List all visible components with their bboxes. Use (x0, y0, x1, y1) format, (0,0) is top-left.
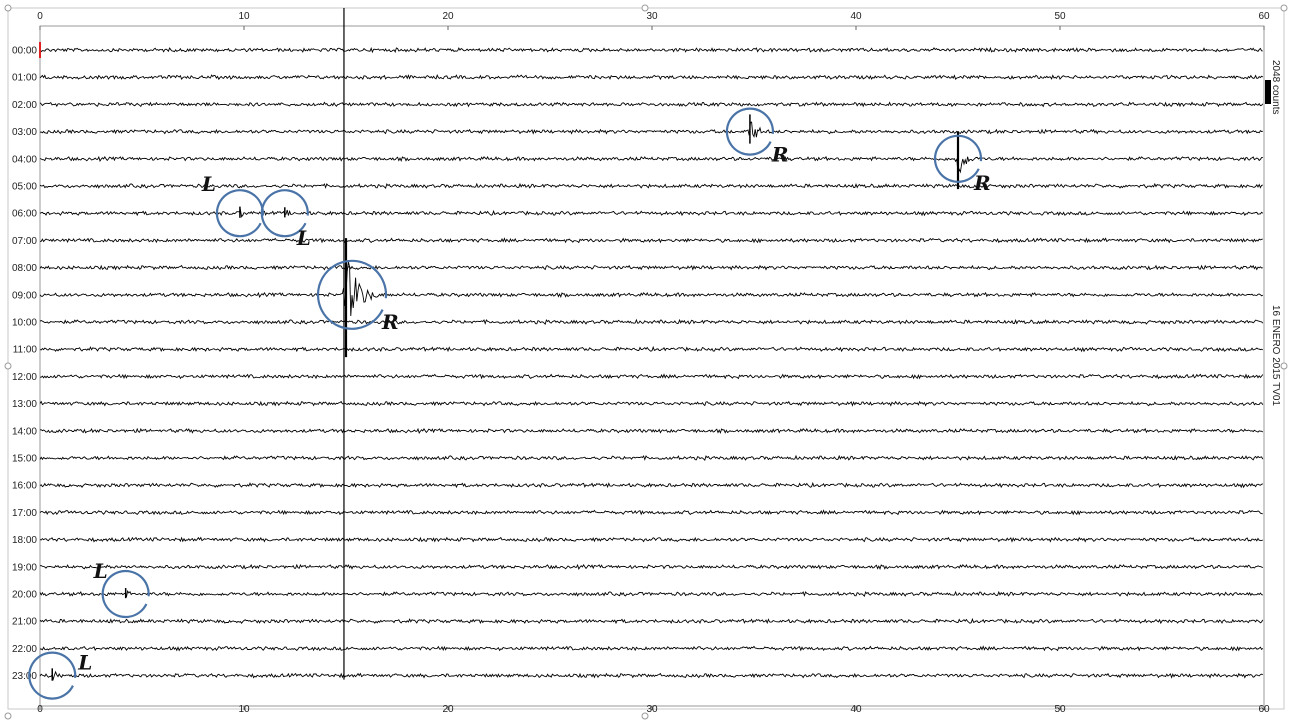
event-label: L (77, 651, 92, 675)
hour-label: 22:00 (12, 644, 37, 655)
event-label: R (771, 143, 789, 167)
hour-label: 21:00 (12, 617, 37, 628)
trace-line (39, 101, 1264, 108)
hour-label: 13:00 (12, 399, 37, 410)
x-axis: 00101020203030404050506060 (37, 11, 1270, 715)
event-circle (316, 259, 388, 330)
x-tick-label-top: 30 (646, 11, 658, 22)
event-label: L (201, 172, 216, 196)
event-circle (260, 189, 309, 238)
trace-line (39, 264, 1263, 271)
trace-line (39, 261, 1264, 317)
scale-label: 2048 counts (1270, 60, 1281, 115)
x-tick-label-top: 20 (442, 11, 454, 22)
hour-label: 00:00 (12, 46, 37, 57)
station-label: 16 ENERO 2015 TV01 (1270, 305, 1281, 406)
resize-handle-right[interactable] (1280, 362, 1288, 370)
hour-label: 01:00 (12, 73, 37, 84)
plot-area-border (39, 25, 1265, 707)
trace-line (39, 237, 1263, 244)
trace-line (39, 427, 1264, 435)
event-circle (933, 134, 983, 183)
hour-label: 03:00 (12, 127, 37, 138)
y-axis-hour-labels: 00:00 01:00 02:00 03:00 04:00 05:00 06:00 07:00… (12, 46, 37, 683)
resize-handle-top-left[interactable] (4, 4, 12, 12)
hour-label: 06:00 (12, 209, 37, 220)
event-circle (28, 651, 77, 700)
trace-line (39, 182, 1263, 189)
hour-label: 15:00 (12, 454, 37, 465)
event-label: R (381, 310, 399, 334)
trace-line (39, 46, 1263, 54)
trace-line (40, 645, 1264, 652)
trace-line (39, 208, 1264, 218)
trace-line (39, 481, 1263, 489)
x-tick-label-top: 0 (37, 11, 43, 22)
hour-label: 09:00 (12, 290, 37, 301)
trace-line (39, 155, 1263, 174)
trace-line (39, 509, 1263, 516)
trace-line (39, 617, 1264, 625)
trace-line (39, 454, 1264, 461)
hour-label: 18:00 (12, 535, 37, 546)
hour-label: 10:00 (12, 318, 37, 329)
trace-line (39, 400, 1264, 407)
event-label: R (973, 171, 991, 195)
hour-label: 20:00 (12, 590, 37, 601)
event-label: L (93, 559, 108, 583)
x-tick-label-top: 40 (850, 11, 862, 22)
scale-bar (1265, 80, 1271, 104)
hour-label: 11:00 (13, 345, 38, 356)
resize-handle-bottom-left[interactable] (4, 712, 12, 720)
resize-handle-bottom[interactable] (641, 712, 649, 720)
trace-line (39, 536, 1263, 543)
event-circle (725, 107, 774, 156)
x-tick-label-top: 50 (1054, 11, 1066, 22)
trace-group (39, 8, 1264, 681)
resize-handle-top[interactable] (641, 4, 649, 12)
resize-handles[interactable] (4, 4, 1288, 720)
hour-label: 08:00 (12, 263, 37, 274)
plot-frame (7, 7, 1285, 710)
hour-label: 19:00 (12, 562, 37, 573)
trace-line (39, 318, 1264, 325)
trace-line (39, 345, 1264, 353)
hour-label: 05:00 (12, 182, 37, 193)
event-label: L (296, 226, 311, 250)
resize-handle-top-right[interactable] (1280, 4, 1288, 12)
hour-label: 16:00 (12, 481, 37, 492)
event-circle (101, 569, 150, 619)
hour-label: 07:00 (12, 236, 37, 247)
hour-label: 17:00 (12, 508, 37, 519)
x-tick-label-top: 10 (238, 11, 250, 22)
trace-line (39, 670, 1264, 681)
x-tick-label-top: 60 (1258, 11, 1270, 22)
hour-label: 14:00 (12, 426, 37, 437)
trace-line (39, 563, 1264, 571)
hour-label: 04:00 (12, 154, 37, 165)
trace-line (40, 373, 1264, 380)
hour-label: 02:00 (12, 100, 37, 111)
annotation-group: L L R R R L L (28, 107, 991, 700)
trace-line (39, 589, 1263, 598)
trace-line (39, 121, 1263, 138)
trace-line (39, 74, 1264, 81)
hour-label: 12:00 (12, 372, 37, 383)
event-circle (215, 189, 264, 238)
hour-label: 23:00 (12, 671, 37, 682)
resize-handle-left[interactable] (4, 362, 12, 370)
